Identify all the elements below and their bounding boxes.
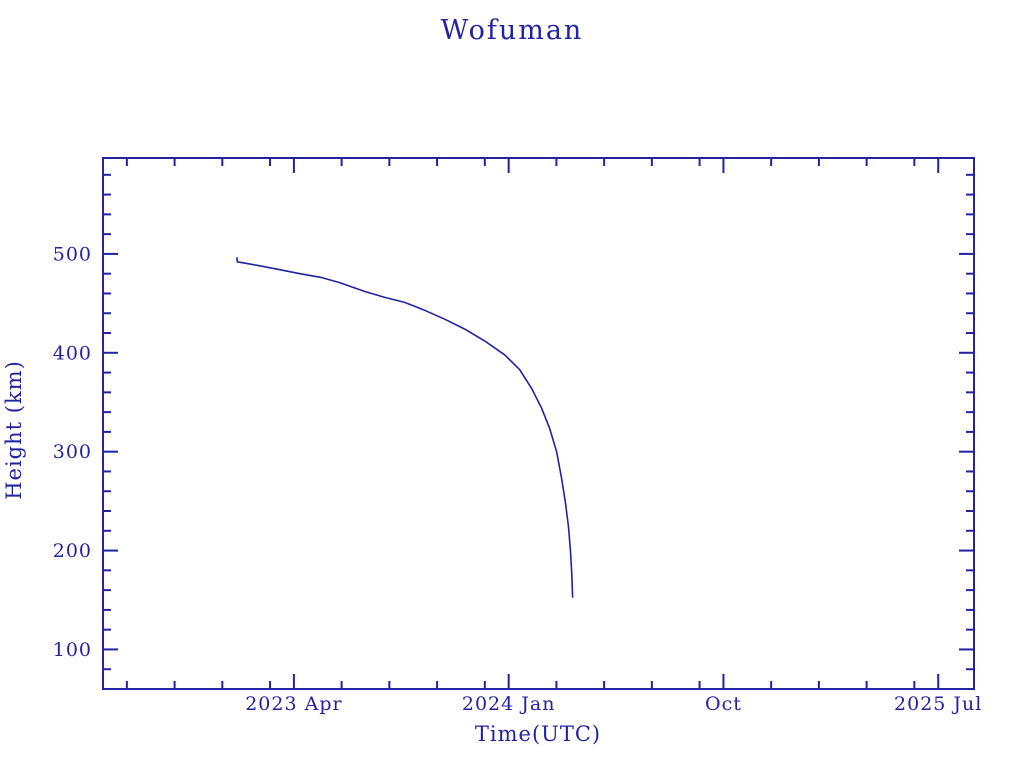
axis-ticks [103, 158, 974, 689]
y-axis-title: Height (km) [2, 360, 26, 500]
y-tick-label: 100 [53, 639, 92, 661]
y-tick-label: 500 [53, 243, 92, 265]
axis-tick-labels: 2023 Apr 2024 Jan Oct 2025 Jul 100 200 300 400 5… [53, 243, 982, 715]
x-axis-title: Time(UTC) [475, 722, 601, 746]
chart-title: Wofuman [441, 15, 584, 46]
y-tick-label: 400 [53, 342, 92, 364]
x-tick-label: 2024 Jan [462, 693, 556, 715]
y-tick-label: 300 [53, 441, 92, 463]
decay-curve [236, 257, 574, 598]
plot-frame [102, 157, 975, 690]
y-tick-label: 200 [53, 540, 92, 562]
plot-border [102, 157, 975, 690]
x-tick-label: 2025 Jul [894, 693, 982, 715]
x-tick-label: 2023 Apr [245, 693, 342, 715]
decay-curve-path [236, 257, 574, 598]
x-tick-label: Oct [705, 693, 742, 715]
